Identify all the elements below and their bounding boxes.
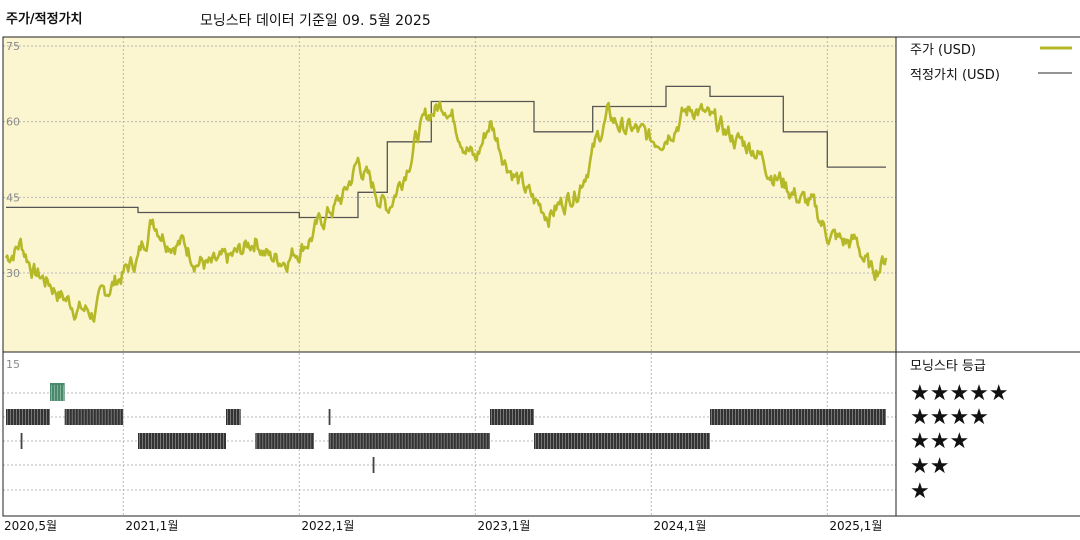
legend-price-label: 주가 (USD) bbox=[910, 43, 976, 58]
rating-period-3-star bbox=[20, 433, 23, 449]
rating-period-3-star bbox=[534, 433, 710, 449]
legend: 주가 (USD) 적정가치 (USD) bbox=[910, 43, 1072, 83]
rating-period-3-star bbox=[138, 433, 226, 449]
x-tick-label: 2025,1월 bbox=[829, 519, 882, 533]
plot-border bbox=[2, 36, 897, 517]
rating-block bbox=[328, 409, 331, 425]
rating-period-4-star bbox=[64, 409, 124, 425]
rating-period-3-star bbox=[328, 433, 490, 449]
one-star-label: ★ bbox=[910, 479, 930, 504]
x-tick-label: 2021,1월 bbox=[125, 519, 178, 533]
rating-block bbox=[710, 409, 886, 425]
rating-period-4-star bbox=[6, 409, 50, 425]
x-tick-label: 2020,5월 bbox=[4, 519, 57, 533]
four-star-label: ★★★★ bbox=[910, 405, 989, 430]
rating-block bbox=[6, 409, 50, 425]
legend-fair-value-label: 적정가치 (USD) bbox=[910, 68, 1000, 83]
price-plot-background bbox=[3, 37, 896, 352]
rating-y-tick: 15 bbox=[6, 358, 20, 371]
x-tick-label: 2022,1월 bbox=[301, 519, 354, 533]
rating-block bbox=[20, 433, 23, 449]
data-date-subtitle: 모닝스타 데이터 기준일 09. 5월 2025 bbox=[200, 13, 431, 29]
rating-period-4-star bbox=[490, 409, 534, 425]
x-tick-label: 2024,1월 bbox=[653, 519, 706, 533]
chart-header-title: 주가/적정가치 bbox=[6, 12, 83, 27]
rating-block bbox=[255, 433, 314, 449]
rating-block bbox=[372, 457, 375, 473]
x-axis-ticks: 2020,5월 2021,1월 2022,1월 2023,1월 2024,1월 2025,… bbox=[4, 519, 882, 533]
rating-period-3-star bbox=[255, 433, 315, 449]
grid-lines bbox=[3, 37, 896, 516]
price-line bbox=[4, 100, 888, 323]
chart-frame bbox=[2, 36, 1080, 517]
rating-period-4-star bbox=[328, 409, 331, 425]
rating-marks bbox=[6, 383, 886, 473]
rating-legend: 모닝스타 등급 ★★★★★ ★★★★ ★★★ ★★ ★ bbox=[910, 359, 1009, 504]
rating-legend-title: 모닝스타 등급 bbox=[910, 359, 986, 374]
y-axis-ticks: 75 60 45 30 bbox=[6, 40, 20, 280]
rating-block bbox=[490, 409, 534, 425]
rating-period-5-star bbox=[50, 383, 65, 401]
five-star-label: ★★★★★ bbox=[910, 381, 1009, 406]
rating-period-4-star bbox=[226, 409, 241, 425]
fair-value-series bbox=[6, 85, 886, 219]
x-tick-label: 2023,1월 bbox=[477, 519, 530, 533]
rating-block bbox=[534, 433, 710, 449]
price-series bbox=[4, 100, 888, 323]
rating-period-4-star bbox=[710, 409, 886, 425]
three-star-label: ★★★ bbox=[910, 429, 969, 454]
y-tick-label: 60 bbox=[6, 116, 20, 129]
y-tick-label: 30 bbox=[6, 267, 20, 280]
y-tick-label: 75 bbox=[6, 40, 20, 53]
rating-period-2-star bbox=[372, 457, 375, 473]
y-tick-label: 45 bbox=[6, 191, 20, 204]
rating-block bbox=[328, 433, 490, 449]
two-star-label: ★★ bbox=[910, 454, 949, 479]
rating-block bbox=[138, 433, 226, 449]
rating-block bbox=[64, 409, 124, 425]
fair-value-line bbox=[6, 85, 886, 219]
